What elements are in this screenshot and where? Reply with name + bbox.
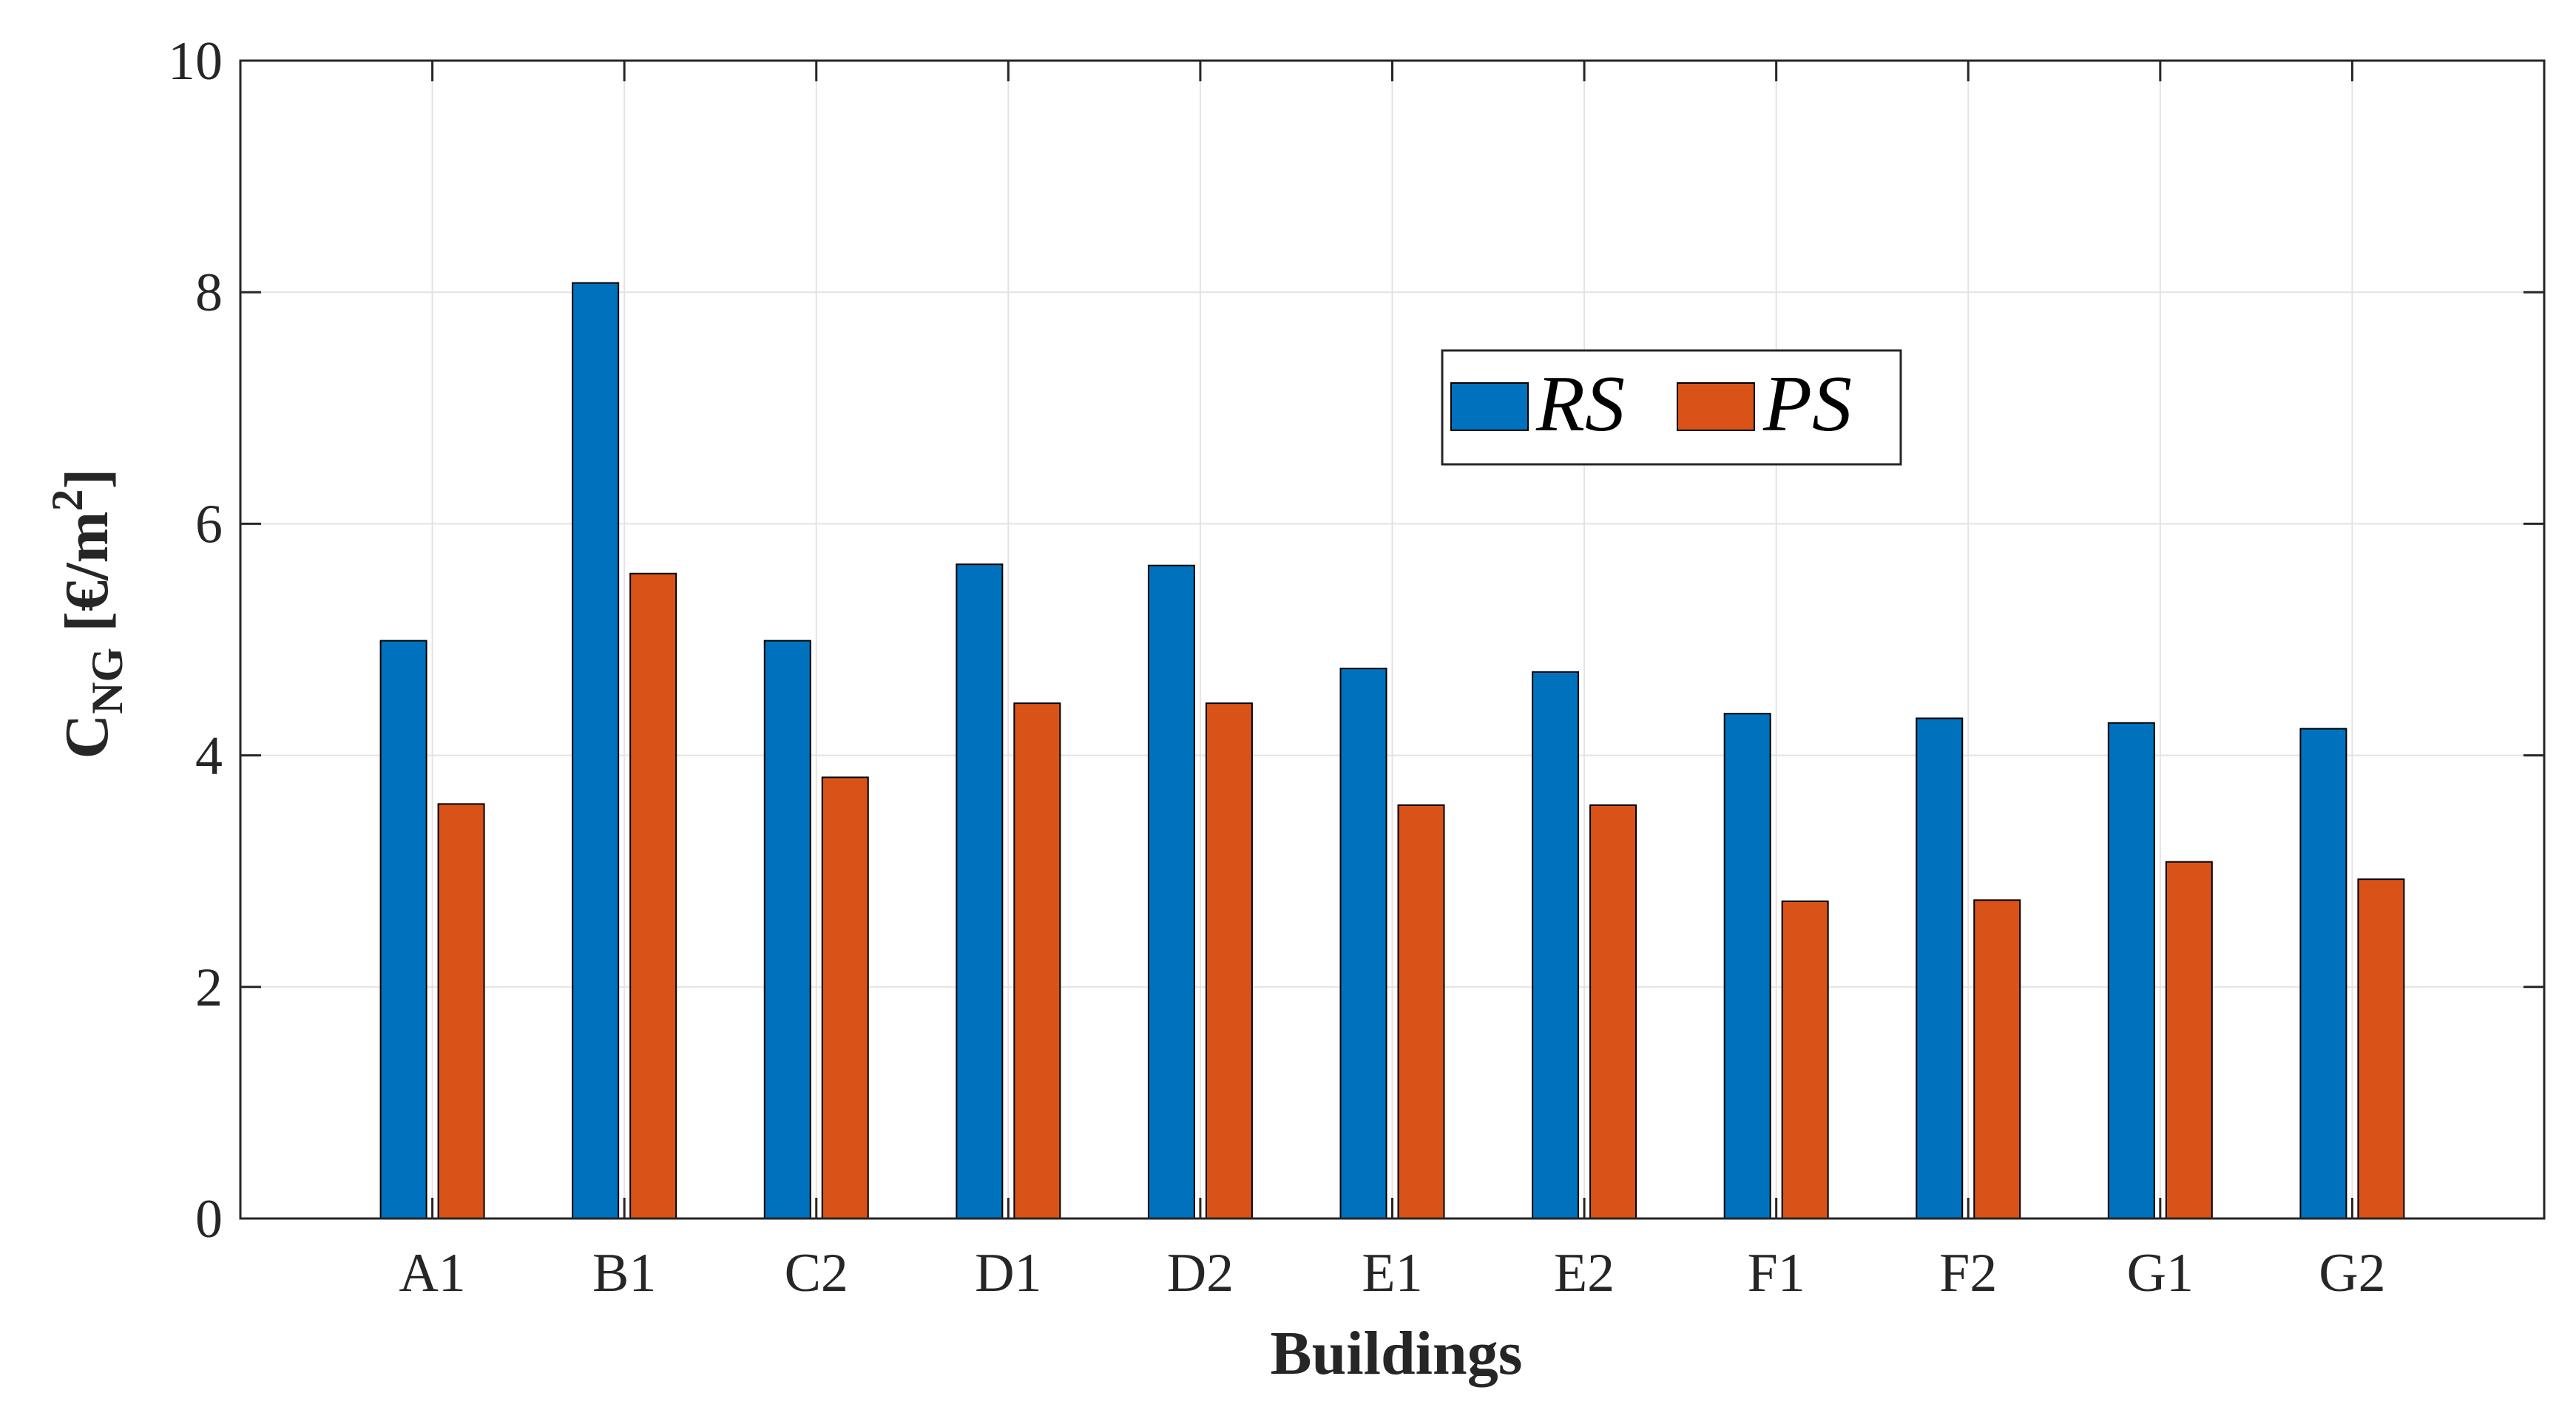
x-tick-label-f1: F1 — [1748, 1243, 1805, 1304]
bar-ps-d1 — [1013, 702, 1061, 1219]
bar-ps-e2 — [1589, 804, 1637, 1219]
bar-ps-g2 — [2357, 878, 2405, 1219]
bar-ps-f1 — [1781, 900, 1829, 1220]
x-tick-label-e2: E2 — [1554, 1243, 1615, 1304]
x-tick-label-a1: A1 — [399, 1243, 465, 1304]
y-tick-label: 8 — [195, 262, 223, 323]
x-tick-label-e1: E1 — [1362, 1243, 1422, 1304]
grid-lines — [240, 60, 2544, 1219]
bar-ps-b1 — [629, 572, 677, 1219]
bar-rs-a1 — [379, 640, 427, 1219]
bar-rs-f2 — [1916, 717, 1964, 1219]
bar-ps-c2 — [821, 776, 869, 1219]
y-tick-label: 4 — [195, 726, 223, 787]
bar-rs-e1 — [1339, 668, 1387, 1219]
bar-ps-g1 — [2165, 861, 2213, 1219]
legend-swatch-ps — [1677, 382, 1755, 431]
y-tick-label: 0 — [195, 1189, 223, 1250]
legend-swatch-rs — [1450, 382, 1529, 431]
x-tick-labels: A1 B1 C2 D1 D2 E1 E2 F1 F2 G1 G2 — [399, 1243, 2385, 1304]
bars — [379, 282, 2405, 1220]
x-tick-label-d1: D1 — [975, 1243, 1041, 1304]
axis-ticks — [240, 59, 2544, 1220]
bar-ps-e1 — [1397, 804, 1445, 1219]
x-tick-label-b1: B1 — [592, 1243, 656, 1304]
bar-rs-e2 — [1532, 671, 1580, 1219]
bar-rs-b1 — [572, 282, 620, 1219]
legend-label-ps: PS — [1762, 360, 1852, 448]
y-tick-label: 10 — [168, 31, 223, 92]
y-tick-label: 6 — [195, 494, 223, 555]
bar-ps-d2 — [1205, 702, 1253, 1219]
bar-rs-f1 — [1723, 713, 1771, 1219]
x-tick-label-g2: G2 — [2319, 1243, 2385, 1304]
y-tick-label: 2 — [195, 957, 223, 1018]
legend-label-rs: RS — [1535, 360, 1625, 448]
x-axis-title: Buildings — [1271, 1319, 1523, 1388]
y-axis-title-superscript: 2 — [43, 489, 92, 512]
x-tick-label-d2: D2 — [1167, 1243, 1234, 1304]
bar-rs-c2 — [763, 640, 811, 1219]
x-tick-label-g1: G1 — [2127, 1243, 2194, 1304]
bar-rs-g1 — [2107, 722, 2155, 1219]
bar-ps-a1 — [437, 803, 485, 1219]
bar-rs-d1 — [956, 563, 1004, 1219]
bar-ps-f2 — [1973, 899, 2021, 1219]
y-axis-title-unit-prefix: [€/m — [53, 512, 121, 648]
y-tick-labels: 0 2 4 6 8 10 — [168, 31, 223, 1250]
y-axis-title: CNG [€/m2] — [43, 469, 132, 759]
x-tick-label-c2: C2 — [785, 1243, 848, 1304]
y-axis-title-main: C — [53, 714, 121, 759]
bar-rs-g2 — [2299, 728, 2347, 1219]
y-axis-title-subscript: NG — [83, 648, 132, 714]
y-axis-title-unit-suffix: ] — [53, 469, 121, 489]
x-tick-label-f2: F2 — [1939, 1243, 1997, 1304]
bar-rs-d2 — [1147, 564, 1195, 1219]
legend: RS PS — [1441, 349, 1902, 466]
